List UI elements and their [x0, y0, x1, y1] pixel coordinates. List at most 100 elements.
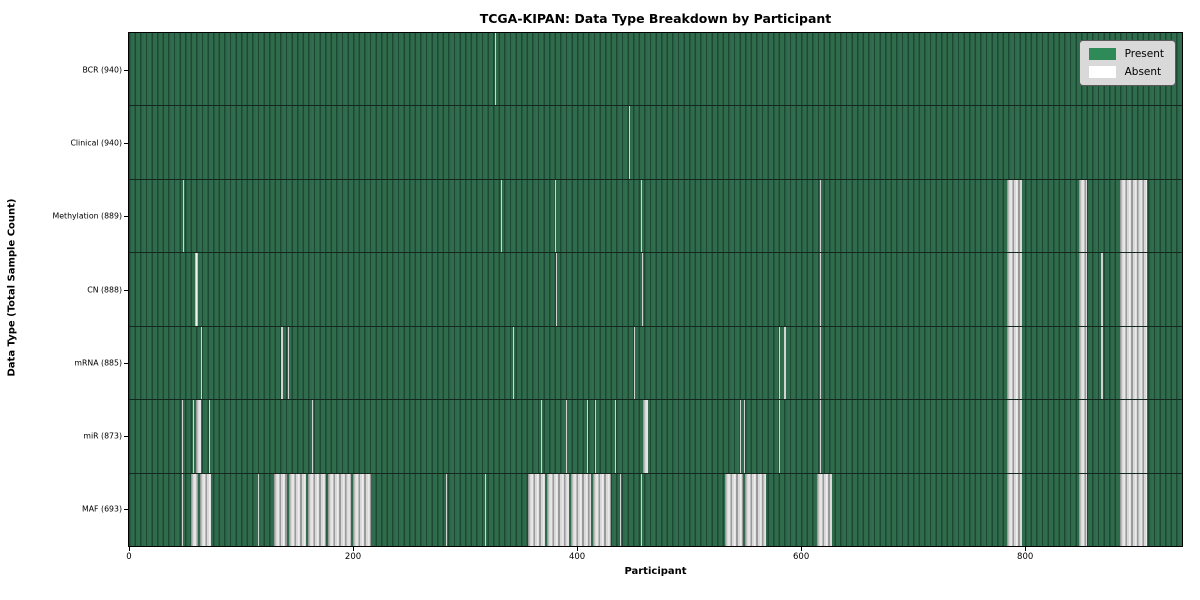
absent-stripe — [1120, 326, 1148, 400]
absent-stripe — [820, 400, 822, 473]
absent-stripe — [192, 400, 195, 473]
y-tick-label-cn: CN (888) — [87, 285, 122, 294]
absent-stripe — [1078, 253, 1087, 326]
legend: Present Absent — [1078, 40, 1176, 86]
y-tick-label-bcr: BCR (940) — [82, 65, 122, 75]
matrix-row-methylation — [129, 178, 1182, 253]
x-tick-mark — [129, 547, 130, 551]
x-tick-label-0: 0 — [126, 552, 132, 562]
y-tick-mark — [124, 142, 128, 144]
y-tick-mark — [124, 69, 128, 71]
x-tick-mark — [577, 547, 579, 551]
absent-stripe — [642, 253, 644, 326]
absent-stripe — [571, 473, 591, 546]
legend-entry-absent: Absent — [1088, 66, 1164, 78]
absent-stripe — [820, 179, 822, 253]
matrix-row-bcr — [129, 33, 1182, 106]
absent-stripe — [1078, 473, 1087, 546]
x-tick-label-200: 200 — [344, 552, 362, 562]
absent-stripe — [820, 326, 822, 400]
y-tick-mark — [124, 362, 128, 364]
absent-stripe — [1007, 400, 1022, 473]
absent-stripe — [745, 473, 767, 546]
absent-stripe — [615, 400, 617, 473]
legend-swatch-present — [1088, 48, 1116, 60]
absent-stripe — [1101, 326, 1103, 400]
absent-stripe — [640, 473, 643, 546]
absent-stripe — [634, 326, 636, 400]
absent-stripe — [595, 400, 597, 473]
absent-stripe — [820, 253, 822, 326]
absent-stripe — [554, 179, 556, 253]
absent-stripe — [500, 179, 503, 253]
x-tick-label-400: 400 — [568, 552, 586, 562]
absent-stripe — [587, 400, 589, 473]
absent-stripe — [195, 253, 199, 326]
absent-stripe — [446, 473, 448, 546]
chart-title: TCGA-KIPAN: Data Type Breakdown by Parti… — [479, 11, 832, 26]
absent-stripe — [196, 400, 201, 473]
absent-stripe — [739, 400, 741, 473]
absent-stripe — [1120, 473, 1148, 546]
absent-stripe — [527, 473, 545, 546]
absent-stripe — [190, 473, 199, 546]
absent-stripe — [1078, 400, 1087, 473]
absent-stripe — [816, 473, 833, 546]
absent-stripe — [485, 473, 487, 546]
x-tick-mark — [801, 547, 803, 551]
absent-stripe — [1078, 179, 1087, 253]
absent-stripe — [289, 473, 306, 546]
absent-stripe — [1007, 326, 1022, 400]
absent-stripe — [288, 326, 290, 400]
plot-area — [128, 32, 1183, 547]
absent-stripe — [1007, 253, 1022, 326]
absent-stripe — [513, 326, 515, 400]
absent-stripe — [257, 473, 259, 546]
absent-stripe — [619, 473, 621, 546]
absent-stripe — [546, 473, 570, 546]
absent-stripe — [743, 400, 746, 473]
y-tick-mark — [124, 436, 128, 438]
x-tick-label-800: 800 — [1017, 552, 1034, 562]
absent-stripe — [1120, 253, 1148, 326]
x-tick-mark — [353, 547, 355, 551]
y-tick-label-maf: MAF (693) — [82, 504, 122, 514]
matrix-row-clinical — [129, 105, 1182, 179]
matrix-row-cn — [129, 252, 1182, 326]
y-tick-label-methylation: Methylation (889) — [52, 211, 122, 221]
absent-stripe — [273, 473, 287, 546]
absent-stripe — [565, 400, 568, 473]
absent-stripe — [208, 400, 210, 473]
absent-stripe — [555, 253, 557, 326]
absent-stripe — [628, 106, 630, 179]
absent-stripe — [724, 473, 743, 546]
y-tick-label-mrna: mRNA (885) — [74, 358, 122, 368]
absent-stripe — [328, 473, 351, 546]
absent-stripe — [1007, 473, 1022, 546]
absent-stripe — [182, 179, 184, 253]
legend-swatch-absent — [1088, 66, 1116, 78]
absent-stripe — [1120, 179, 1148, 253]
absent-stripe — [1007, 179, 1022, 253]
legend-label: Present — [1124, 48, 1164, 60]
absent-stripe — [643, 400, 648, 473]
absent-stripe — [1120, 400, 1148, 473]
absent-stripe — [181, 473, 183, 546]
absent-stripe — [640, 179, 643, 253]
absent-stripe — [308, 473, 327, 546]
y-tick-mark — [124, 509, 128, 511]
absent-stripe — [311, 400, 313, 473]
absent-stripe — [1101, 253, 1103, 326]
x-tick-label-600: 600 — [793, 552, 810, 562]
absent-stripe — [353, 473, 371, 546]
absent-stripe — [199, 473, 211, 546]
absent-stripe — [200, 326, 202, 400]
absent-stripe — [784, 326, 786, 400]
absent-stripe — [778, 326, 780, 400]
matrix-row-mrna — [129, 325, 1182, 400]
y-tick-label-clinical: Clinical (940) — [70, 138, 122, 148]
absent-stripe — [1078, 326, 1087, 400]
y-tick-label-mir: miR (873) — [83, 431, 122, 441]
absent-stripe — [181, 400, 183, 473]
